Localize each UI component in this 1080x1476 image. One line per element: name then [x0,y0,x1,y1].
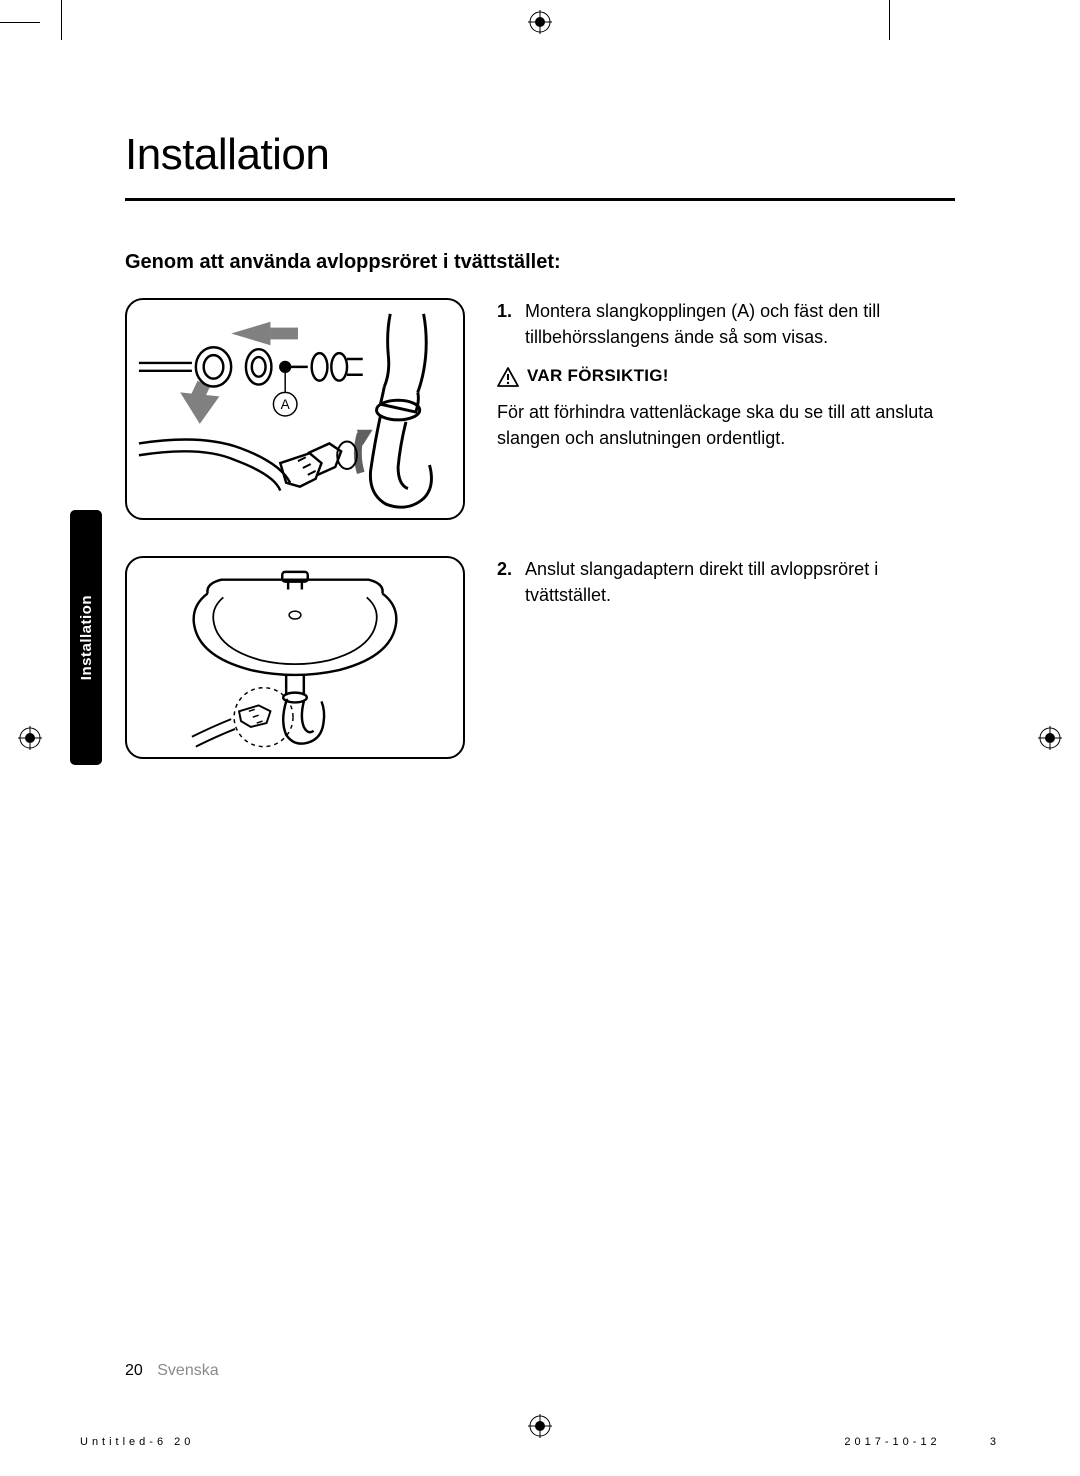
page-content: Installation Genom att använda avloppsrö… [125,130,955,1346]
figure-1: A [125,298,465,520]
step-number: 1. [497,298,515,350]
caution-heading: VAR FÖRSIKTIG! [497,364,955,389]
side-tab: Installation [70,510,102,765]
step-1-text: 1. Montera slangkopplingen (A) och fäst … [497,298,955,520]
page-title: Installation [125,130,955,180]
print-footer: Untitled-6 20 2017-10-12 3 [80,1436,1000,1448]
step-2-text: 2. Anslut slangadaptern direkt till avlo… [497,556,955,759]
caution-text: För att förhindra vattenläckage ska du s… [497,399,955,451]
registration-mark-icon [528,1414,552,1438]
step-1-row: A [125,298,955,520]
step-2-row: 2. Anslut slangadaptern direkt till avlo… [125,556,955,759]
page-language: Svenska [157,1362,218,1379]
page-footer: 20 Svenska [125,1362,219,1380]
registration-mark-icon [1038,726,1062,750]
warning-icon [497,367,519,387]
print-doc-name: Untitled-6 20 [80,1436,194,1448]
title-rule [125,198,955,201]
print-time: 3 [990,1436,1000,1448]
print-date: 2017-10-12 [844,1436,940,1448]
registration-mark-icon [18,726,42,750]
subheading: Genom att använda avloppsröret i tvättst… [125,251,955,274]
arrow-icon [231,322,298,346]
side-tab-label: Installation [78,595,95,680]
registration-mark-icon [528,10,552,34]
step-number: 2. [497,556,515,608]
figure-2 [125,556,465,759]
step-1-body: Montera slangkopplingen (A) och fäst den… [525,298,955,350]
page-number: 20 [125,1362,143,1379]
figure-label-a: A [281,397,291,412]
caution-label: VAR FÖRSIKTIG! [527,364,669,389]
step-2-body: Anslut slangadaptern direkt till avlopps… [525,556,955,608]
